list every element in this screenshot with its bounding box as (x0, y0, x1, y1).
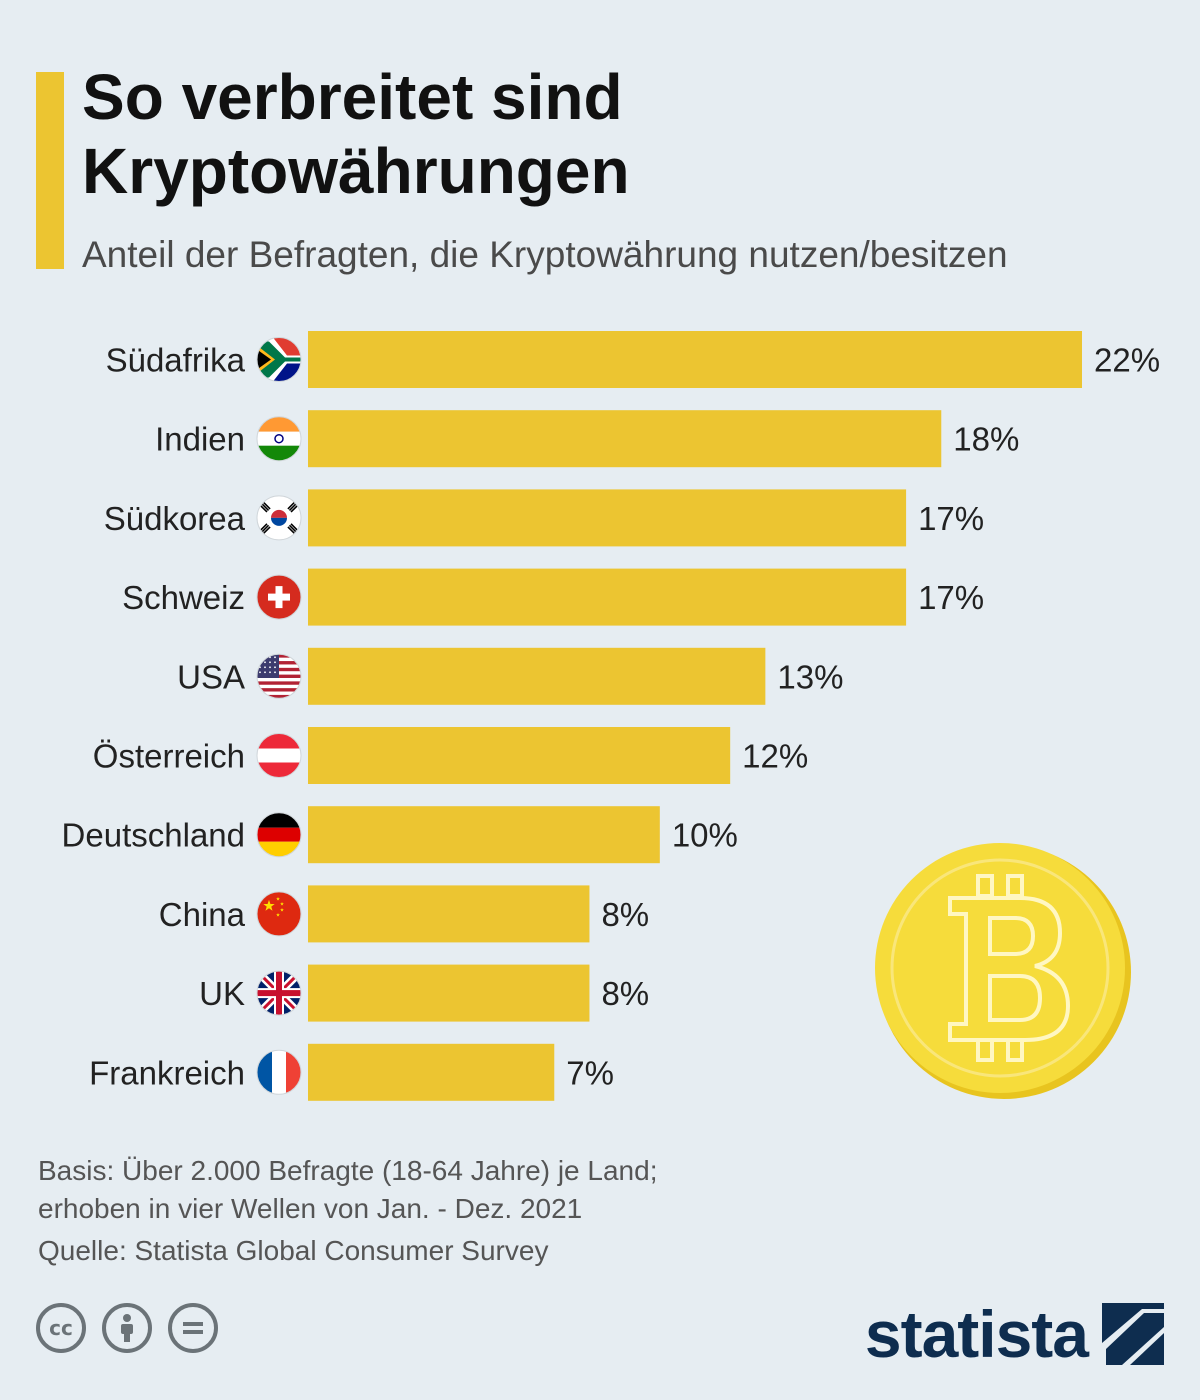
china-flag-icon (256, 891, 302, 937)
category-label: Deutschland (62, 817, 245, 854)
germany-flag-icon (256, 812, 302, 858)
nd-icon[interactable] (168, 1303, 218, 1353)
by-icon[interactable] (102, 1303, 152, 1353)
bar[interactable] (308, 331, 1082, 388)
category-label: Südafrika (106, 342, 246, 379)
basis-line-2: erhoben in vier Wellen von Jan. - Dez. 2… (38, 1193, 583, 1224)
bitcoin-coin-icon (875, 843, 1131, 1099)
chart-subtitle: Anteil der Befragten, die Kryptowährung … (82, 234, 1008, 275)
license-icons: cc (36, 1303, 218, 1353)
bar-chart: Südafrika 22% Indien 18% Südkorea 17% Schweiz 1… (62, 331, 1160, 1101)
footer-notes: Basis: Über 2.000 Befragte (18-64 Jahre)… (38, 1152, 838, 1270)
value-label: 22% (1094, 342, 1160, 379)
usa-flag-icon (256, 653, 302, 699)
category-label: Schweiz (122, 579, 245, 616)
south-africa-flag-icon (256, 337, 302, 382)
uk-flag-icon (256, 970, 302, 1016)
cc-icon[interactable]: cc (36, 1303, 86, 1353)
value-label: 13% (777, 658, 843, 695)
south-korea-flag-icon (256, 495, 302, 541)
value-label: 8% (601, 975, 649, 1012)
chart-title: So verbreitet sind Kryptowährungen (82, 61, 630, 207)
value-label: 8% (601, 896, 649, 933)
value-label: 7% (566, 1054, 614, 1091)
statista-logo[interactable]: statista (865, 1296, 1164, 1372)
category-label: Südkorea (104, 500, 246, 537)
value-label: 17% (918, 500, 984, 537)
france-flag-icon (256, 1049, 302, 1095)
statista-mark-icon (1102, 1303, 1164, 1365)
title-accent-bar (36, 72, 64, 269)
india-flag-icon (256, 416, 302, 462)
source-line: Quelle: Statista Global Consumer Survey (38, 1235, 549, 1266)
bar[interactable] (308, 964, 590, 1022)
category-label: Österreich (93, 738, 245, 775)
category-label: Indien (155, 421, 245, 458)
bar[interactable] (308, 885, 590, 943)
bar[interactable] (308, 1043, 555, 1101)
bar[interactable] (308, 489, 907, 547)
category-label: UK (199, 975, 245, 1012)
bar[interactable] (308, 727, 731, 784)
bar[interactable] (308, 568, 907, 626)
statista-wordmark: statista (864, 1297, 1089, 1371)
value-label: 17% (918, 579, 984, 616)
category-label: USA (177, 658, 245, 695)
value-label: 18% (953, 421, 1019, 458)
austria-flag-icon (256, 733, 302, 778)
value-label: 12% (742, 738, 808, 775)
category-label: Frankreich (89, 1054, 245, 1091)
switzerland-flag-icon (256, 574, 302, 620)
value-label: 10% (672, 817, 738, 854)
basis-line-1: Basis: Über 2.000 Befragte (18-64 Jahre)… (38, 1155, 658, 1186)
bar[interactable] (308, 806, 660, 864)
bar[interactable] (308, 410, 942, 468)
bar[interactable] (308, 647, 766, 705)
category-label: China (159, 896, 246, 933)
